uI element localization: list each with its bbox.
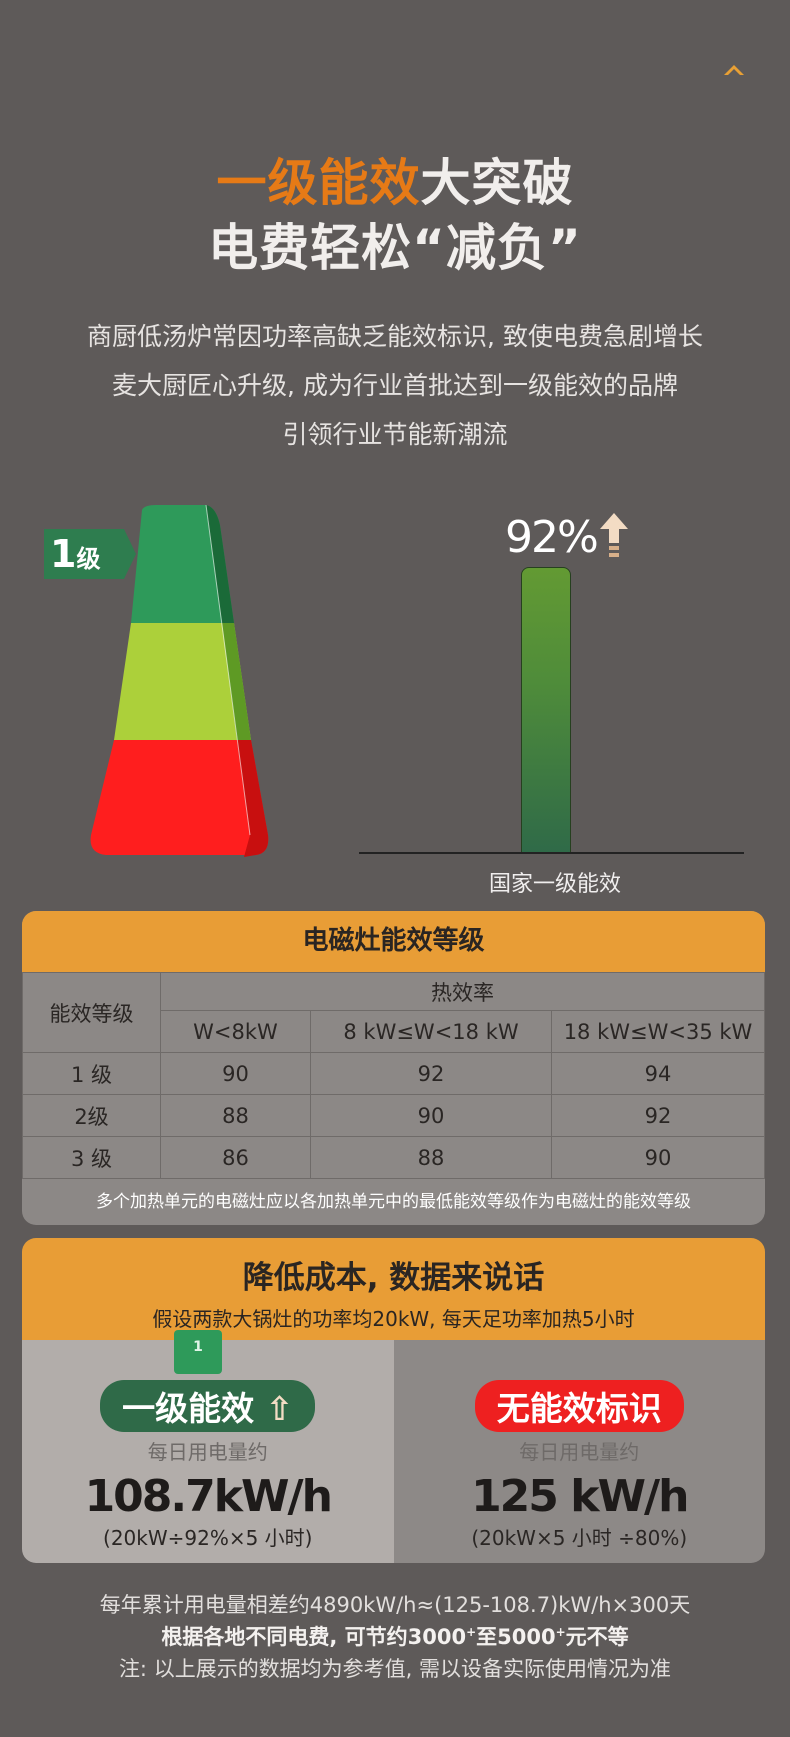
bar-category-label: 国家一级能效 (488, 872, 621, 897)
efficiency-grade-table: 能效等级 热效率 W<8kW 8 kW≤W<18 kW 18 kW≤W<35 kW 1… (22, 972, 765, 1179)
grade-cell: 2级 (22, 1094, 161, 1137)
grade-cell: 3 级 (22, 1136, 161, 1179)
no-label-pill: 无能效标识 (474, 1380, 684, 1432)
comparison-subtitle: 假设两款大锅灶的功率均20kW, 每天足功率加热5小时 (152, 1307, 635, 1331)
daily-usage-label: 每日用电量约 (147, 1440, 268, 1464)
headline-line1: 一级能效大突破 (0, 143, 790, 215)
efficiency-bar (521, 567, 571, 854)
table-header: 18 kW≤W<35 kW (551, 1010, 765, 1053)
usage-formula: (20kW÷92%×5 小时) (103, 1526, 313, 1550)
usage-formula: (20kW×5 小时 ÷80%) (471, 1526, 688, 1550)
plus-sup: + (466, 1625, 477, 1639)
savings-part: 至5000 (476, 1625, 556, 1649)
table-row: 2级 88 90 92 (22, 1094, 765, 1137)
badge-number: 1 (50, 532, 77, 576)
table-header: 8 kW≤W<18 kW (310, 1010, 552, 1053)
table-row: 3 级 86 88 90 (22, 1136, 765, 1179)
headline-highlight: 一级能效 (216, 154, 421, 212)
headline-line2: 电费轻松“减负” (208, 219, 582, 277)
grade-1-badge-text: 1级 (50, 532, 100, 576)
energy-pyramid-graphic (90, 505, 269, 857)
no-label-panel: 无能效标识 每日用电量约 125 kW/h (20kW×5 小时 ÷80%) (393, 1340, 765, 1563)
intro-line: 商厨低汤炉常因功率高缺乏能效标识, 致使电费急剧增长 (87, 322, 703, 351)
headline-rest: 大突破 (420, 154, 574, 212)
table-header-group: 热效率 (160, 972, 765, 1011)
table-row: 1 级 90 92 94 (22, 1052, 765, 1095)
savings-part: 元不等 (565, 1625, 629, 1649)
daily-usage-value: 125 kW/h (471, 1471, 689, 1522)
grade-1-badge (44, 529, 136, 579)
plus-sup: + (555, 1625, 566, 1639)
intro-line: 麦大厨匠心升级, 成为行业首批达到一级能效的品牌 (112, 371, 678, 400)
chart-baseline (359, 852, 744, 854)
grade-cell: 1 级 (22, 1052, 161, 1095)
table-note: 多个加热单元的电磁灶应以各加热单元中的最低能效等级作为电磁灶的能效等级 (96, 1192, 691, 1212)
value-cell: 94 (551, 1052, 765, 1095)
grade1-pill-text: 一级能效 (122, 1389, 255, 1428)
grade1-panel: 1 一级能效 ⇧ 每日用电量约 108.7kW/h (20kW÷92%×5 小时… (22, 1330, 394, 1563)
efficiency-grade-table-card: 电磁灶能效等级 能效等级 热效率 W<8kW 8 kW≤W<18 kW 18 kW≤W… (22, 911, 765, 1225)
savings-text: 根据各地不同电费, 可节约3000+至5000+元不等 (0, 1621, 790, 1651)
intro-line: 引领行业节能新潮流 (282, 420, 508, 449)
scroll-top-chevron-icon[interactable] (722, 62, 746, 76)
value-cell: 92 (310, 1052, 552, 1095)
value-cell: 90 (551, 1136, 765, 1179)
comparison-header: 降低成本, 数据来说话 假设两款大锅灶的功率均20kW, 每天足功率加热5小时 (22, 1238, 765, 1340)
comparison-title: 降低成本, 数据来说话 (242, 1260, 545, 1296)
savings-part: 根据各地不同电费, 可节约3000 (161, 1625, 467, 1649)
value-cell: 90 (160, 1052, 311, 1095)
intro-paragraph: 商厨低汤炉常因功率高缺乏能效标识, 致使电费急剧增长 麦大厨匠心升级, 成为行业… (0, 312, 790, 459)
table-header: W<8kW (160, 1010, 311, 1053)
value-cell: 92 (551, 1094, 765, 1137)
value-cell: 90 (310, 1094, 552, 1137)
daily-usage-label: 每日用电量约 (519, 1440, 640, 1464)
badge-unit: 级 (76, 545, 101, 573)
daily-usage-value: 108.7kW/h (84, 1471, 333, 1522)
annual-difference-text: 每年累计用电量相差约4890kW/h≈(125-108.7)kW/h×300天 (99, 1593, 691, 1617)
table-title: 电磁灶能效等级 (22, 911, 765, 972)
disclaimer-text: 注: 以上展示的数据均为参考值, 需以设备实际使用情况为准 (118, 1657, 672, 1681)
value-cell: 88 (160, 1094, 311, 1137)
table-header: 能效等级 (22, 972, 161, 1053)
value-cell: 86 (160, 1136, 311, 1179)
up-arrow-icon (600, 513, 628, 557)
up-arrow-icon: ⇧ (265, 1389, 294, 1428)
value-cell: 88 (310, 1136, 552, 1179)
grade1-pill: 一级能效 ⇧ (100, 1380, 316, 1432)
grade-cube-icon: 1 (174, 1330, 222, 1374)
cost-comparison-card: 降低成本, 数据来说话 假设两款大锅灶的功率均20kW, 每天足功率加热5小时 … (22, 1238, 765, 1563)
bar-value-label: 92% (505, 512, 599, 563)
